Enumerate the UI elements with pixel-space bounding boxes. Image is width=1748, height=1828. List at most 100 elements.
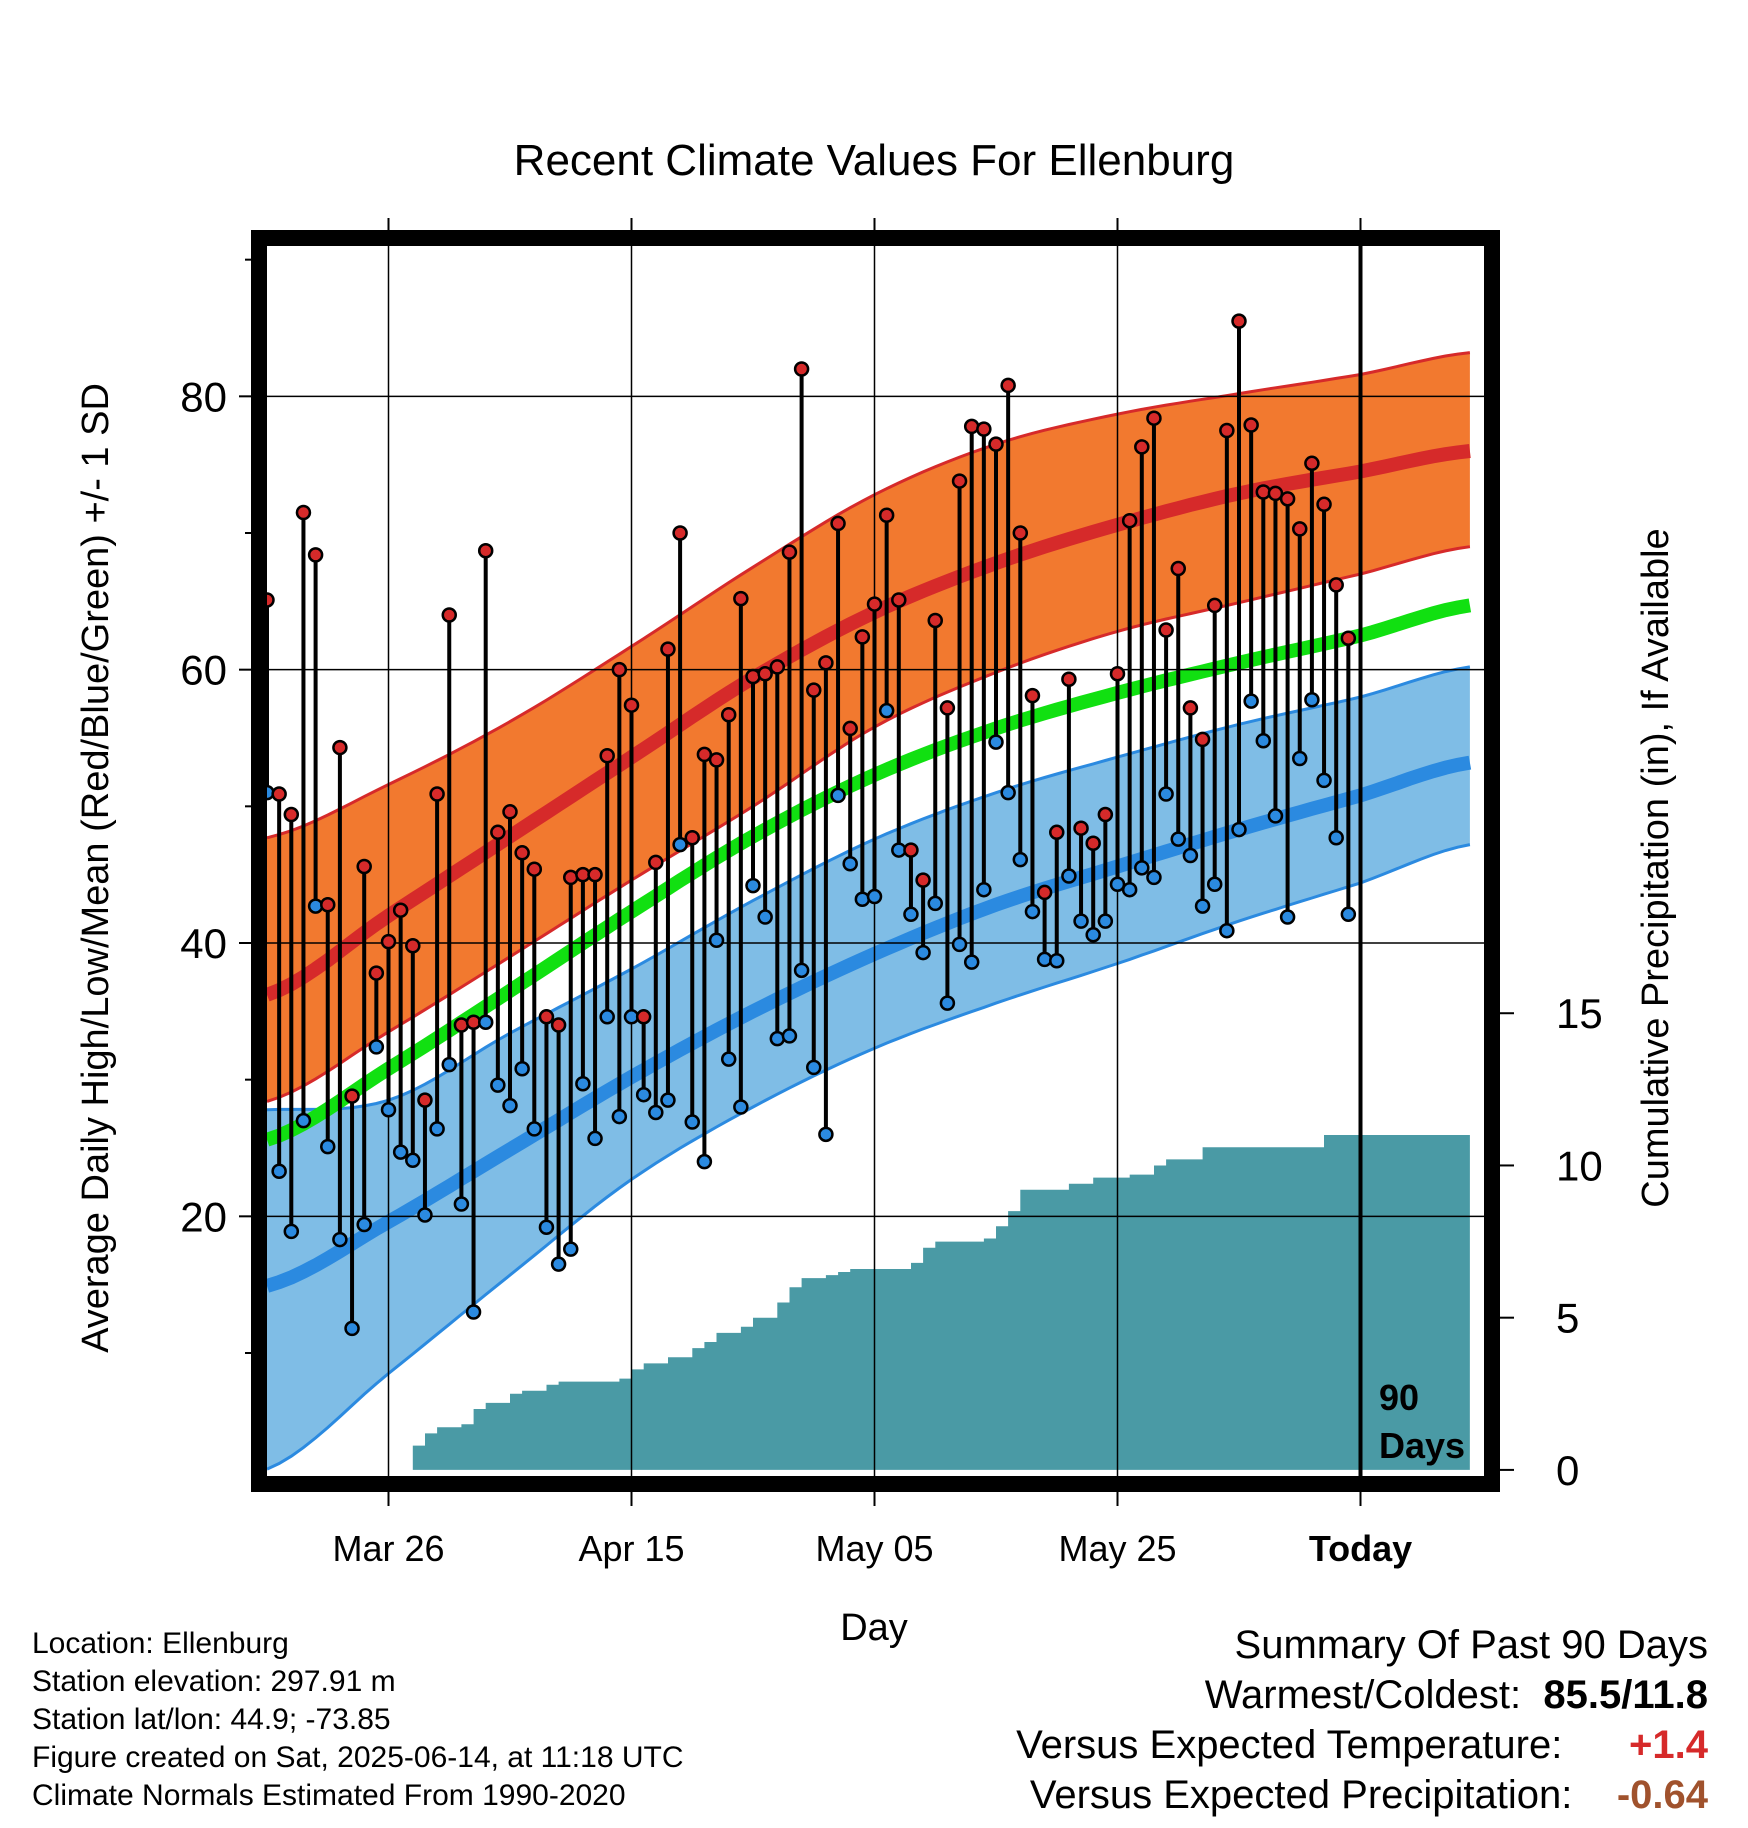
daily-high-point xyxy=(793,361,810,377)
daily-high-point xyxy=(733,590,749,607)
daily-high-point xyxy=(1146,410,1162,426)
daily-low-point xyxy=(854,891,871,908)
y-tick-label: 80 xyxy=(180,373,227,420)
daily-high-point xyxy=(380,933,397,950)
daily-high-point xyxy=(587,866,603,883)
daily-low-point xyxy=(477,1014,494,1031)
daily-high-point xyxy=(903,842,919,858)
daily-low-point xyxy=(745,877,761,894)
today-marker-label-line2: Days xyxy=(1379,1425,1465,1466)
daily-high-point xyxy=(635,1009,652,1025)
daily-high-point xyxy=(927,612,943,629)
daily-high-point xyxy=(307,547,324,563)
daily-low-point xyxy=(611,1108,628,1125)
precipitation-area xyxy=(267,1135,1470,1470)
daily-low-point xyxy=(1243,693,1259,709)
daily-high-point xyxy=(1206,597,1223,614)
daily-low-point xyxy=(915,944,931,961)
daily-high-point xyxy=(672,525,688,541)
daily-low-point xyxy=(769,1030,786,1047)
y-axis-label: Average Daily High/Low/Mean (Red/Blue/Gr… xyxy=(75,383,117,1353)
daily-range-bars xyxy=(265,321,1351,1329)
daily-high-point xyxy=(392,902,409,918)
daily-low-point xyxy=(1304,691,1320,708)
daily-low-point xyxy=(1170,831,1186,847)
today-marker-label-line1: 90 xyxy=(1379,1377,1419,1418)
daily-low-point xyxy=(1061,868,1077,884)
daily-high-point xyxy=(441,607,457,623)
daily-low-point xyxy=(1073,913,1089,929)
summary-temperature: Versus Expected Temperature: +1.4 xyxy=(1016,1722,1708,1768)
daily-high-point xyxy=(1243,417,1259,433)
daily-high-point xyxy=(1267,485,1284,502)
high-sd-band xyxy=(267,352,1470,1102)
daily-high-point xyxy=(417,1092,433,1108)
daily-low-point xyxy=(538,1219,555,1236)
daily-low-point xyxy=(1182,847,1199,864)
y-tick-label: 20 xyxy=(180,1193,227,1240)
daily-high-point xyxy=(988,436,1004,452)
daily-low-point xyxy=(550,1256,567,1272)
x-tick-label: Today xyxy=(1309,1528,1412,1569)
daily-high-point xyxy=(708,752,725,768)
daily-high-point xyxy=(830,515,846,532)
daily-low-point xyxy=(939,995,956,1011)
daily-high-point xyxy=(1231,313,1247,329)
daily-high-point xyxy=(405,937,421,954)
daily-high-point xyxy=(939,700,956,716)
daily-high-point xyxy=(1340,630,1357,646)
daily-high-point xyxy=(1109,666,1126,682)
daily-low-point xyxy=(392,1144,409,1160)
daily-high-point xyxy=(538,1009,555,1025)
summary-precipitation: Versus Expected Precipitation: -0.64 xyxy=(1030,1772,1708,1818)
daily-low-point xyxy=(806,1059,822,1076)
daily-low-point xyxy=(320,1138,336,1155)
axes: 20 40 60 80 0 5 10 15 Mar 26 Apr 15 May 05 May 25 To… xyxy=(180,218,1603,1569)
daily-low-point xyxy=(575,1076,591,1092)
daily-high-point xyxy=(1085,835,1101,851)
summary-warm-cold: Warmest/Coldest: 85.5/11.8 xyxy=(1205,1672,1708,1718)
daily-low-point xyxy=(429,1121,445,1137)
daily-low-point xyxy=(1279,909,1296,925)
x-tick-label: Apr 15 xyxy=(578,1528,684,1569)
y-tick-label: 60 xyxy=(180,647,227,694)
daily-high-point xyxy=(1024,687,1041,704)
daily-high-point xyxy=(1134,439,1150,455)
daily-high-point xyxy=(1097,806,1114,823)
precipitation-area-fill xyxy=(267,1135,1470,1470)
daily-low-point xyxy=(1097,913,1114,929)
daily-low-point xyxy=(1231,821,1247,838)
daily-low-point xyxy=(733,1099,749,1115)
daily-high-point xyxy=(976,421,992,437)
daily-high-point xyxy=(526,861,543,877)
daily-low-point xyxy=(648,1104,664,1121)
daily-high-point xyxy=(1121,512,1138,529)
daily-low-point xyxy=(380,1101,397,1118)
normal-low-line xyxy=(267,755,1472,1293)
daily-high-point xyxy=(356,858,372,875)
summary-warm-cold-label: Warmest/Coldest: xyxy=(1204,1673,1522,1717)
daily-low-point xyxy=(526,1121,543,1137)
daily-low-point xyxy=(1316,772,1332,789)
daily-high-point xyxy=(611,661,628,678)
daily-low-point xyxy=(696,1153,713,1170)
footer-location: Location: Ellenburg xyxy=(32,1627,289,1660)
daily-high-point xyxy=(1279,491,1296,507)
daily-high-point xyxy=(757,666,773,682)
daily-high-point xyxy=(891,592,907,608)
daily-high-point xyxy=(866,596,883,612)
daily-high-point xyxy=(344,1088,360,1104)
daily-high-point xyxy=(1000,377,1016,394)
plot-frame xyxy=(251,230,1500,1492)
daily-high-point xyxy=(1194,731,1211,748)
daily-low-point xyxy=(963,954,980,970)
daily-high-point xyxy=(477,543,494,559)
daily-high-point xyxy=(453,1017,470,1033)
daily-high-point xyxy=(368,965,385,981)
daily-high-point xyxy=(1049,824,1065,841)
summary-heading: Summary Of Past 90 Days xyxy=(1234,1623,1708,1667)
daily-low-point xyxy=(344,1320,360,1337)
daily-low-point xyxy=(988,734,1004,750)
daily-high-point xyxy=(660,641,676,657)
y2-axis-label: Cumulative Precipitation (in), If Availa… xyxy=(1635,528,1677,1207)
